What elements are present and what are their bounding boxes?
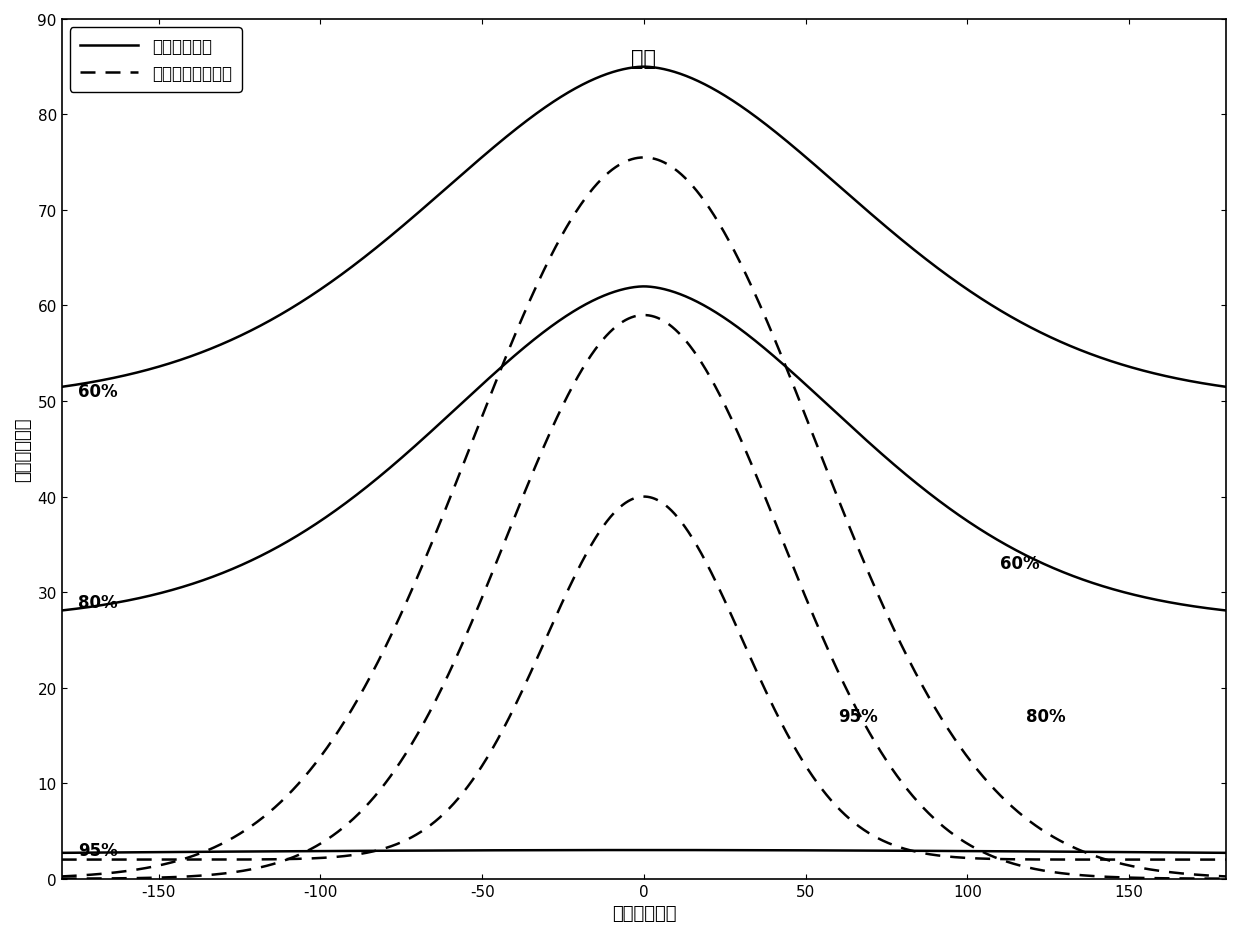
Text: 60%: 60%: [78, 383, 118, 401]
X-axis label: 方位角（度）: 方位角（度）: [611, 904, 676, 922]
Text: 80%: 80%: [78, 593, 118, 611]
Text: 95%: 95%: [838, 708, 878, 725]
Text: 80%: 80%: [1025, 708, 1065, 725]
Text: 香港: 香港: [631, 49, 656, 68]
Text: 95%: 95%: [78, 841, 118, 859]
Legend: 实测辐射数据, 理想能量区间模型: 实测辐射数据, 理想能量区间模型: [69, 28, 242, 93]
Y-axis label: 倾斜度（度）: 倾斜度（度）: [14, 417, 32, 481]
Text: 60%: 60%: [999, 555, 1039, 573]
